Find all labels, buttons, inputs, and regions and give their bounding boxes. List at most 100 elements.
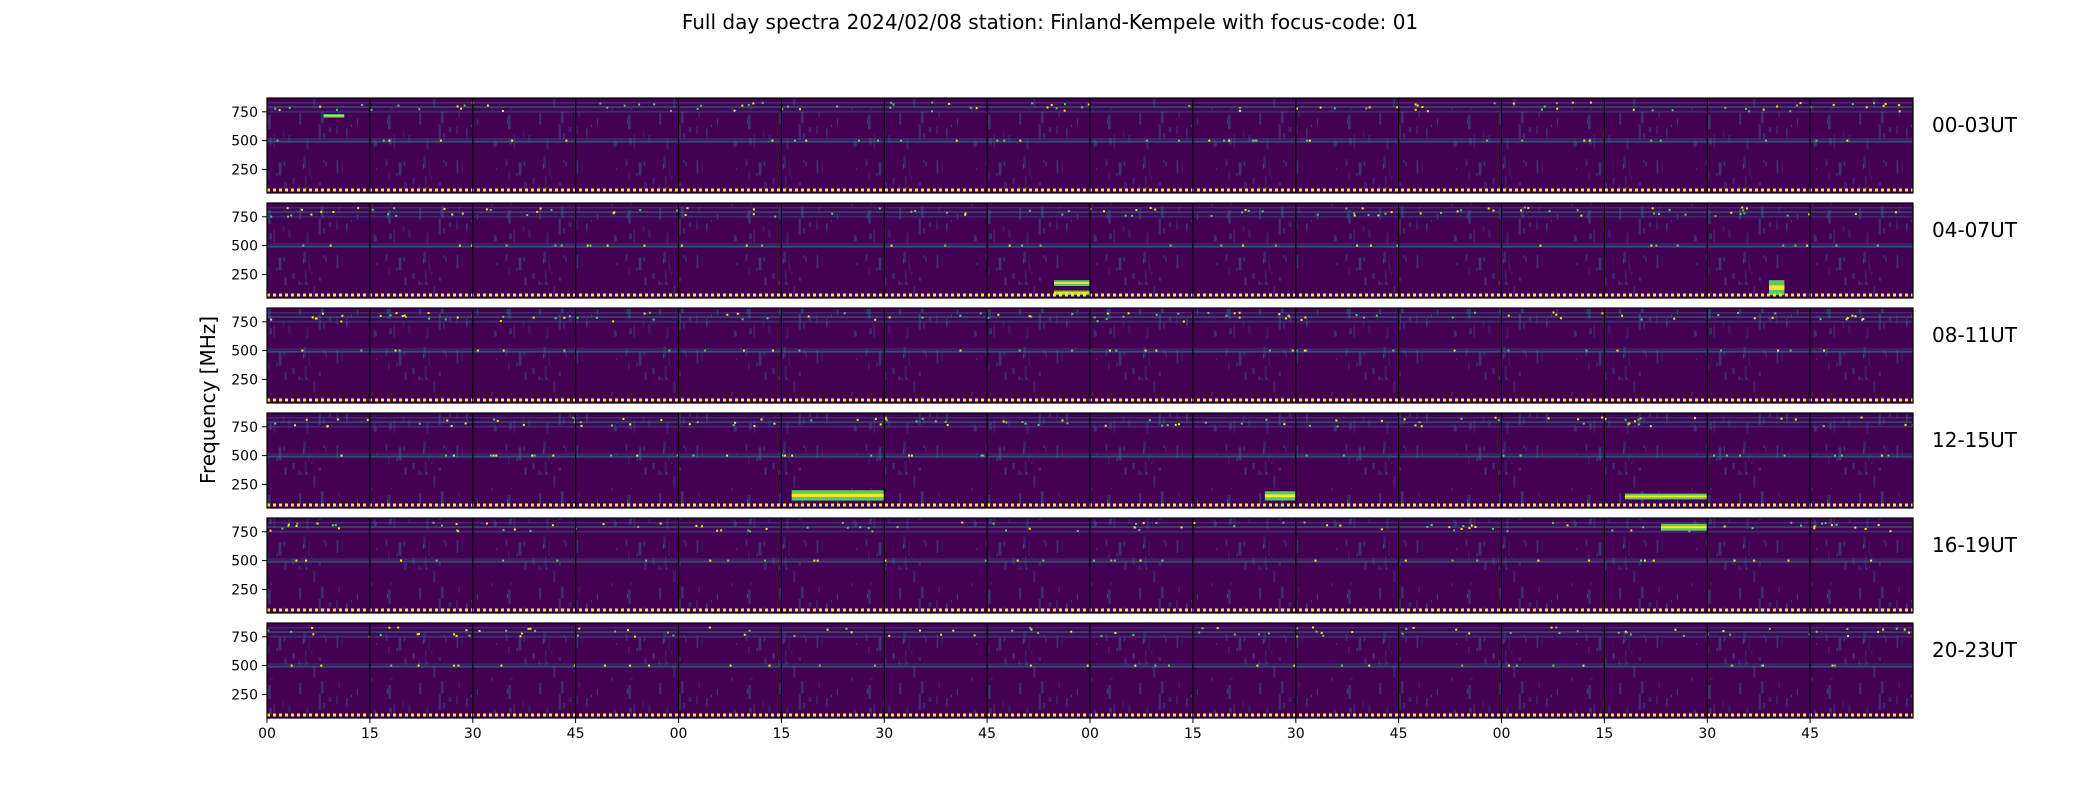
rfi-speckle xyxy=(1149,207,1152,209)
rfi-speckle xyxy=(1142,522,1145,524)
rfi-speckle xyxy=(921,316,924,319)
rfi-speckle xyxy=(696,108,699,110)
rfi-speckle xyxy=(531,454,534,457)
rfi-speckle xyxy=(595,316,598,319)
rfi-speckle xyxy=(1039,244,1042,247)
rfi-speckle xyxy=(1585,349,1588,352)
rfi-speckle xyxy=(1451,559,1454,562)
rfi-speckle xyxy=(1733,559,1736,562)
rfi-speckle xyxy=(1634,420,1636,423)
rfi-speckle xyxy=(1296,627,1299,630)
rfi-speckle xyxy=(1282,521,1285,524)
rfi-speckle xyxy=(1846,139,1849,142)
rfi-speckle xyxy=(1131,214,1134,217)
rfi-speckle xyxy=(1336,425,1339,428)
rfi-speckle xyxy=(747,529,750,532)
rfi-speckle xyxy=(684,214,687,216)
rfi-speckle xyxy=(1144,349,1147,352)
rfi-speckle xyxy=(1011,629,1014,632)
rfi-speckle xyxy=(946,211,948,214)
rfi-speckle xyxy=(1375,314,1378,317)
rfi-speckle xyxy=(1650,244,1653,247)
rfi-speckle xyxy=(1474,311,1476,314)
rfi-speckle xyxy=(975,107,978,110)
burst-core xyxy=(1264,494,1296,498)
rfi-speckle xyxy=(845,627,848,630)
rfi-speckle xyxy=(432,521,435,524)
rfi-speckle xyxy=(1254,139,1257,142)
rfi-speckle xyxy=(1238,311,1241,314)
rfi-speckle xyxy=(1096,320,1099,323)
rfi-speckle xyxy=(536,210,539,213)
rfi-speckle xyxy=(1782,244,1785,247)
x-tick-label: 30 xyxy=(1698,726,1716,742)
rfi-speckle xyxy=(1508,664,1510,667)
rfi-speckle xyxy=(878,207,881,210)
rfi-speckle xyxy=(1582,422,1585,425)
rfi-speckle xyxy=(1306,139,1309,142)
rfi-speckle xyxy=(781,454,784,457)
rfi-speckle xyxy=(336,418,339,421)
rfi-speckle xyxy=(1611,529,1614,532)
rfi-speckle xyxy=(1193,522,1196,524)
rfi-speckle xyxy=(463,104,466,107)
rfi-speckle xyxy=(1840,454,1843,457)
rfi-speckle xyxy=(781,108,784,111)
rfi-speckle xyxy=(1204,421,1207,424)
rfi-speckle xyxy=(784,454,786,457)
rfi-speckle xyxy=(1684,213,1687,216)
rfi-speckle xyxy=(639,209,642,212)
rfi-speckle xyxy=(774,215,777,218)
rfi-speckle xyxy=(1729,633,1732,636)
rfi-speckle xyxy=(1369,244,1372,247)
rfi-speckle xyxy=(499,320,502,322)
rfi-speckle xyxy=(1161,559,1164,562)
rfi-speckle xyxy=(1305,349,1308,352)
rfi-speckle xyxy=(500,664,503,667)
x-tick-label: 45 xyxy=(1801,726,1819,742)
rfi-speckle xyxy=(871,530,874,533)
rfi-speckle xyxy=(311,316,314,319)
rfi-speckle xyxy=(610,454,613,457)
rfi-speckle xyxy=(1421,106,1424,108)
rfi-speckle xyxy=(672,634,675,637)
rfi-speckle xyxy=(1050,104,1053,106)
rfi-speckle xyxy=(1673,317,1676,320)
rfi-speckle xyxy=(1835,523,1838,526)
rfi-speckle xyxy=(1453,349,1456,352)
rfi-speckle xyxy=(397,626,400,629)
rfi-speckle xyxy=(709,559,712,562)
rfi-speckle xyxy=(1295,349,1298,352)
rfi-speckle xyxy=(1029,664,1032,667)
rfi-speckle xyxy=(1396,244,1399,247)
rfi-speckle xyxy=(736,312,739,315)
rfi-speckle xyxy=(551,524,554,527)
rfi-speckle xyxy=(552,454,555,457)
rfi-speckle xyxy=(1824,522,1827,525)
rfi-speckle xyxy=(765,527,768,530)
rfi-speckle xyxy=(946,424,949,426)
rfi-speckle xyxy=(505,629,508,632)
rfi-speckle xyxy=(563,316,566,319)
rfi-speckle xyxy=(614,630,617,633)
rfi-speckle xyxy=(290,630,293,633)
rfi-speckle xyxy=(1493,102,1496,105)
rfi-speckle xyxy=(931,110,933,113)
rfi-speckle xyxy=(453,633,455,636)
rfi-speckle xyxy=(1326,524,1329,527)
rfi-speckle xyxy=(534,630,537,632)
rfi-speckle xyxy=(1353,214,1356,217)
rfi-speckle xyxy=(533,454,536,457)
rfi-speckle xyxy=(576,316,579,319)
rfi-speckle xyxy=(370,108,373,111)
rfi-speckle xyxy=(1492,209,1495,212)
rfi-speckle xyxy=(361,104,364,106)
y-tick-label: 750 xyxy=(231,315,258,331)
rfi-speckle xyxy=(486,104,489,107)
spectra-row: 750 500 250 00-03UT xyxy=(231,97,2018,194)
rfi-speckle xyxy=(493,418,496,421)
rfi-speckle xyxy=(502,349,505,352)
rfi-speckle xyxy=(1776,105,1779,108)
rfi-speckle xyxy=(805,139,808,142)
rfi-speckle xyxy=(1547,417,1550,420)
